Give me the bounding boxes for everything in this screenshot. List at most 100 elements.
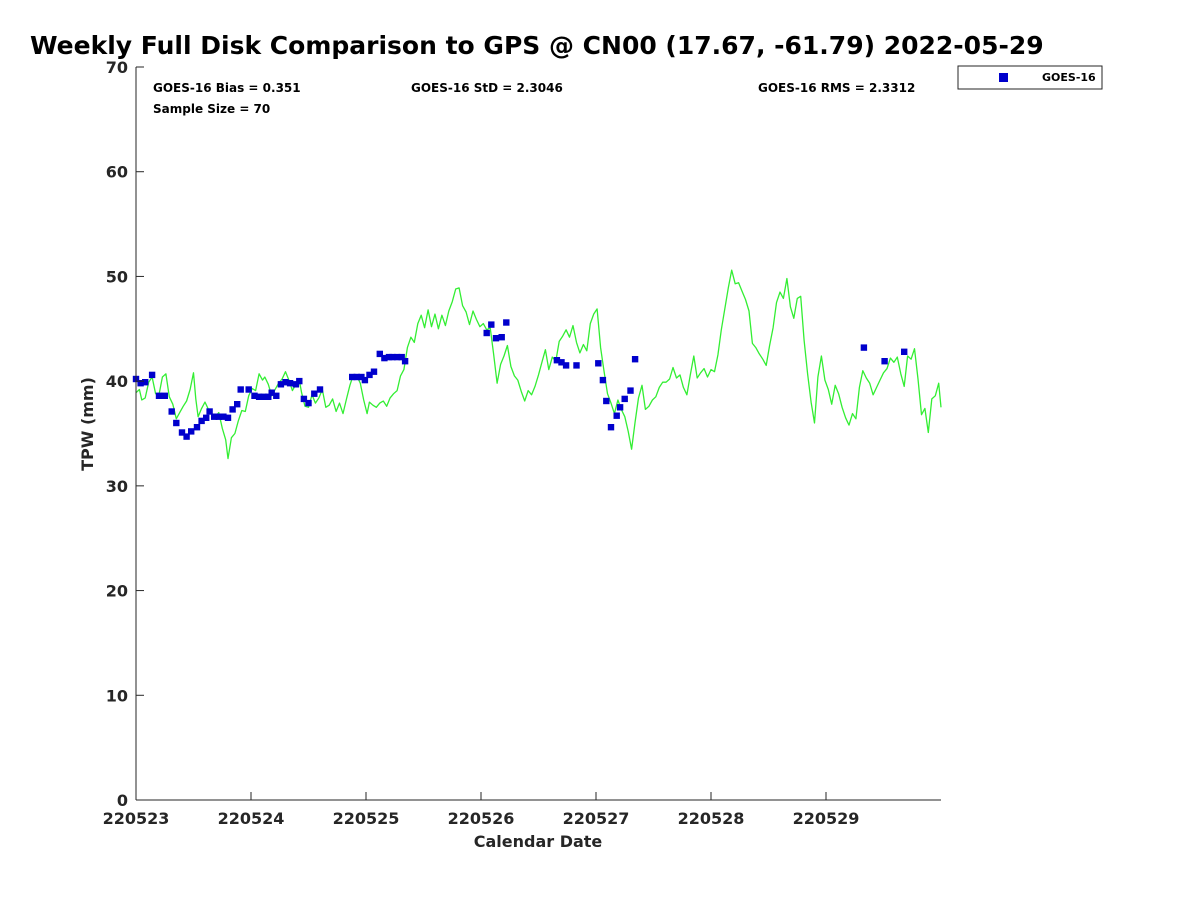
legend-goes16-label: GOES-16 xyxy=(1042,71,1096,84)
goes16-data-point xyxy=(503,319,510,326)
y-axis-ticks: 0 10 20 30 40 50 60 70 xyxy=(106,58,144,810)
y-tick-label: 40 xyxy=(106,372,128,391)
goes16-data-point xyxy=(260,393,267,400)
goes16-data-point xyxy=(901,348,908,355)
goes16-data-point xyxy=(385,353,393,361)
goes16-data-point xyxy=(148,371,156,379)
goes16-data-point xyxy=(211,413,218,420)
x-axis-label: Calendar Date xyxy=(474,832,603,851)
goes16-data-point xyxy=(255,393,263,400)
bias-stat: GOES-16 Bias = 0.351 xyxy=(153,81,301,95)
goes16-data-point xyxy=(198,417,205,425)
y-tick-label: 30 xyxy=(106,477,128,496)
goes16-data-point xyxy=(178,429,186,436)
goes16-data-point xyxy=(616,404,624,411)
goes16-data-point xyxy=(292,381,300,388)
x-tick-label: 220526 xyxy=(448,809,515,828)
sample-size-stat: Sample Size = 70 xyxy=(153,102,270,116)
goes16-data-point xyxy=(492,335,500,342)
goes16-data-point xyxy=(234,401,241,408)
std-stat: GOES-16 StD = 2.3046 xyxy=(411,81,563,95)
x-tick-label: 220525 xyxy=(333,809,400,828)
goes16-data-point xyxy=(268,389,275,396)
goes16-data-point xyxy=(300,395,308,403)
goes16-data-point xyxy=(381,354,388,362)
goes16-data-point xyxy=(245,386,252,393)
goes16-data-point xyxy=(860,344,868,351)
goes16-data-point xyxy=(316,386,324,393)
y-tick-label: 70 xyxy=(106,58,128,77)
goes16-data-point xyxy=(251,392,258,399)
goes16-data-point xyxy=(193,424,201,431)
goes16-data-point xyxy=(137,380,144,387)
goes16-data-point xyxy=(224,414,232,421)
goes16-data-point xyxy=(607,424,615,431)
goes16-data-point xyxy=(311,390,318,397)
legend-goes16-marker xyxy=(999,73,1008,82)
x-tick-label: 220524 xyxy=(218,809,285,828)
goes16-data-point xyxy=(498,334,505,341)
goes16-data-point xyxy=(558,359,565,366)
goes16-data-point xyxy=(273,392,280,399)
goes16-data-point xyxy=(183,433,190,440)
goes16-data-point xyxy=(483,329,490,337)
goes16-data-point xyxy=(349,373,356,381)
x-axis-ticks: 220523 220524 220525 220526 220527 220528 2205… xyxy=(103,792,859,828)
gps-series-line xyxy=(135,269,942,460)
goes16-data-point xyxy=(188,428,195,435)
y-axis-label: TPW (mm) xyxy=(78,377,97,471)
goes16-marker-layer xyxy=(132,319,908,440)
goes16-data-point xyxy=(305,399,312,407)
y-tick-label: 20 xyxy=(106,582,128,601)
legend: GOES-16 xyxy=(957,65,1103,90)
goes16-data-point xyxy=(603,397,610,405)
y-tick-label: 50 xyxy=(106,267,128,286)
goes16-data-point xyxy=(277,381,285,388)
legend-box xyxy=(957,65,1103,90)
goes16-data-point xyxy=(282,379,289,386)
goes16-data-point xyxy=(562,362,570,369)
x-tick-label: 220528 xyxy=(678,809,745,828)
goes16-data-point xyxy=(265,393,272,400)
plot-area xyxy=(136,67,941,800)
goes16-data-point xyxy=(161,392,168,399)
goes16-data-point xyxy=(206,408,213,415)
goes16-data-point xyxy=(613,412,620,419)
goes16-data-point xyxy=(553,357,561,364)
y-tick-label: 60 xyxy=(106,163,128,182)
goes16-data-point xyxy=(488,321,495,328)
goes16-data-point xyxy=(376,350,383,358)
x-tick-label: 220523 xyxy=(103,809,170,828)
y-tick-label: 10 xyxy=(106,686,128,705)
goes16-data-point xyxy=(361,376,369,384)
goes16-data-point xyxy=(393,353,401,361)
goes16-data-point xyxy=(173,419,180,427)
goes16-data-point xyxy=(296,377,303,385)
rms-stat: GOES-16 RMS = 2.3312 xyxy=(758,81,915,95)
goes16-data-point xyxy=(599,376,607,384)
goes16-data-point xyxy=(220,413,227,420)
goes16-data-point xyxy=(389,353,396,361)
goes16-data-point xyxy=(358,373,365,381)
goes16-data-point xyxy=(595,360,602,367)
goes16-data-point xyxy=(621,395,628,403)
goes16-data-point xyxy=(627,387,634,394)
goes16-data-point xyxy=(203,414,210,421)
goes16-data-point xyxy=(215,413,222,420)
goes16-data-point xyxy=(881,358,888,365)
goes16-data-point xyxy=(366,371,373,379)
chart-title: Weekly Full Disk Comparison to GPS @ CN0… xyxy=(30,31,1044,60)
x-tick-label: 220527 xyxy=(563,809,630,828)
y-tick-label: 0 xyxy=(117,791,128,810)
goes16-data-point xyxy=(142,379,149,386)
goes16-data-point xyxy=(286,380,294,387)
gps-line-layer xyxy=(135,269,942,460)
goes16-data-point xyxy=(168,408,175,415)
goes16-data-point xyxy=(631,356,639,363)
goes16-data-point xyxy=(401,358,409,365)
goes16-data-point xyxy=(353,373,360,381)
goes16-data-point xyxy=(237,386,244,393)
goes16-data-point xyxy=(229,406,236,413)
